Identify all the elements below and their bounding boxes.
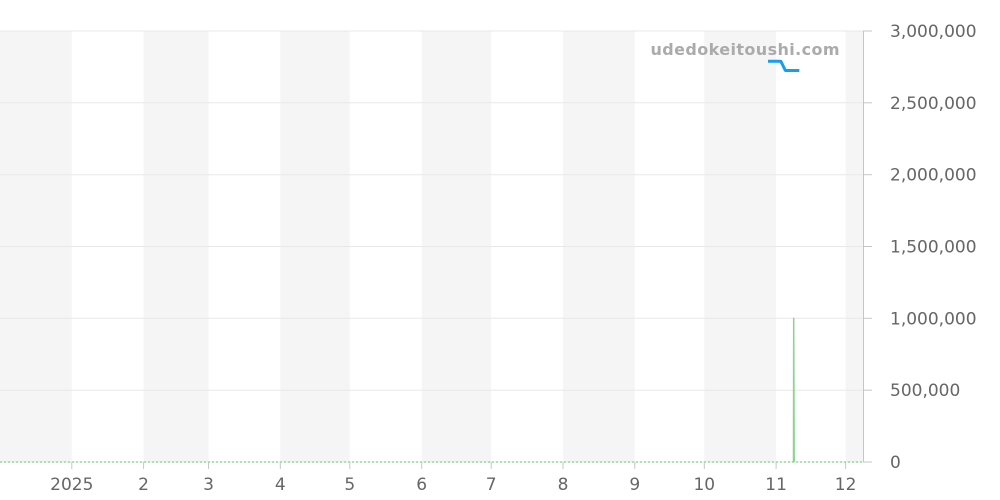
x-axis-label: 2 (138, 475, 149, 495)
x-axis-label: 3 (203, 475, 214, 495)
x-axis-label: 2025 (50, 475, 93, 495)
y-axis-label: 2,500,000 (890, 94, 977, 114)
x-axis-label: 7 (486, 475, 497, 495)
x-axis: 2025 2 3 4 5 6 7 8 9 10 11 12 (50, 462, 856, 495)
y-axis-label: 1,500,000 (890, 238, 977, 258)
blue-price-step-line (768, 59, 800, 72)
series-lines (0, 59, 863, 463)
y-axis-label: 3,000,000 (890, 22, 977, 42)
y-gridlines (0, 30, 863, 463)
x-axis-label: 4 (275, 475, 286, 495)
y-axis-label: 0 (890, 453, 901, 473)
y-axis-label: 500,000 (890, 381, 960, 401)
x-axis-label: 10 (693, 475, 715, 495)
x-axis-label: 8 (558, 475, 569, 495)
x-axis-label: 6 (416, 475, 427, 495)
y-axis-label: 1,000,000 (890, 309, 977, 329)
x-axis-label: 11 (765, 475, 787, 495)
watermark: udedokeitoushi.com (650, 40, 840, 59)
y-axis-label: 2,000,000 (890, 166, 977, 186)
x-axis-label: 9 (629, 475, 640, 495)
green-spike (792, 317, 795, 463)
x-axis-label: 5 (344, 475, 355, 495)
y-axis: 0 500,000 1,000,000 1,500,000 2,000,000 2,500… (863, 22, 977, 473)
x-axis-label: 12 (835, 475, 857, 495)
